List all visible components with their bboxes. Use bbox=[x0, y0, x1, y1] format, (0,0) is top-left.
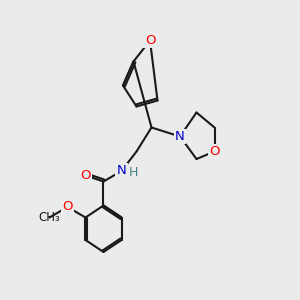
Text: O: O bbox=[209, 145, 220, 158]
Text: O: O bbox=[145, 34, 155, 47]
Text: N: N bbox=[117, 164, 126, 178]
Text: CH₃: CH₃ bbox=[39, 211, 60, 224]
Text: H: H bbox=[129, 166, 138, 179]
Text: O: O bbox=[80, 169, 91, 182]
Text: O: O bbox=[62, 200, 73, 214]
Text: N: N bbox=[175, 130, 185, 143]
